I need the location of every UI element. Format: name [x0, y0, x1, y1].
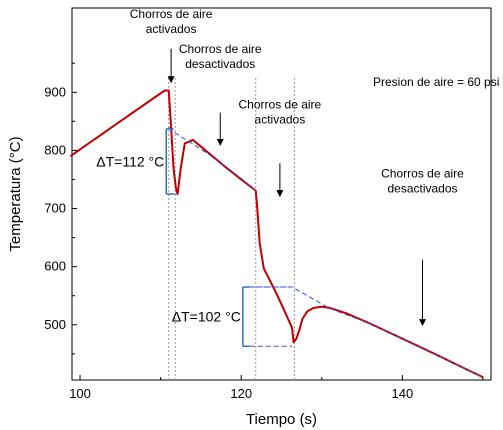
annotation-line: Chorros de aire	[239, 98, 322, 112]
x-tick-label: 120	[230, 386, 252, 401]
series-layer	[69, 89, 484, 379]
annotation-line: Chorros de aire	[179, 42, 262, 56]
fitted-curve	[168, 126, 257, 191]
annotation-label: Chorros de aire activados	[239, 98, 322, 127]
annotation-line: Chorros de aire	[130, 7, 213, 21]
measured-curve	[69, 89, 484, 379]
annotation-label: Chorros de aire activados	[130, 7, 213, 36]
y-tick-label: 700	[44, 201, 66, 216]
fitted-curve	[255, 286, 484, 378]
brackets-layer: ΔT=112 °C ΔT=102 °C	[96, 128, 292, 348]
x-axis-title: Tiempo (s)	[246, 411, 317, 428]
x-tick-label: 100	[69, 386, 91, 401]
annotation-line: Presion de aire = 60 psi	[373, 75, 499, 89]
annotation-label: Chorros de aire desactivados	[179, 42, 262, 71]
annotation-label: Presion de aire = 60 psi	[373, 75, 499, 89]
x-tick-label: 140	[392, 386, 414, 401]
plot-frame	[71, 7, 492, 381]
x-axis: 100 120 140	[69, 375, 484, 401]
y-tick-label: 900	[44, 84, 66, 99]
y-tick-label: 800	[44, 142, 66, 157]
annotation-line: desactivados	[387, 182, 457, 196]
y-tick-label: 600	[44, 259, 66, 274]
delta-t-label: ΔT=102 °C	[172, 309, 241, 325]
annotation-line: Chorros de aire	[381, 167, 464, 181]
y-axis: 500 600 700 800 900	[44, 62, 77, 355]
annotation-line: activados	[255, 113, 306, 127]
annotation-line: desactivados	[185, 57, 255, 71]
y-tick-label: 500	[44, 317, 66, 332]
y-axis-title: Temperatura (°C)	[7, 136, 24, 251]
annotation-line: activados	[146, 22, 197, 36]
annotation-label: Chorros de aire desactivados	[381, 167, 464, 196]
delta-t-label: ΔT=112 °C	[96, 153, 164, 169]
